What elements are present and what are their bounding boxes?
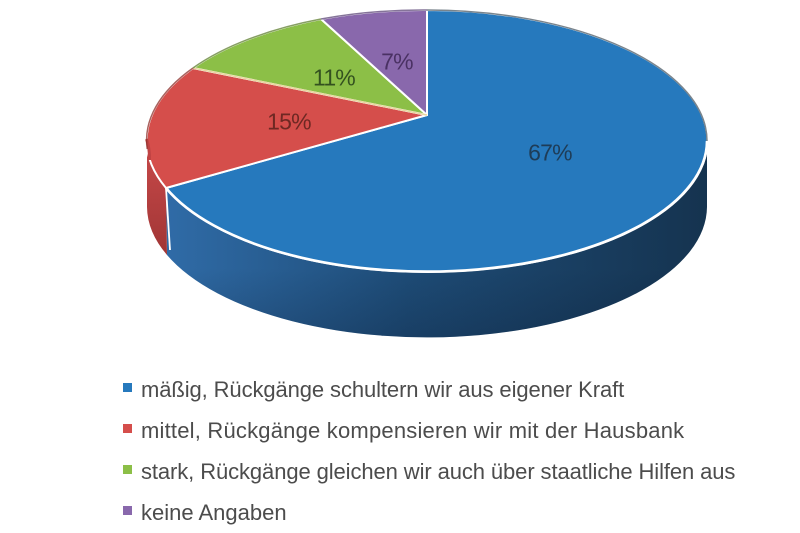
svg-text:15%: 15% [267, 109, 311, 135]
svg-text:7%: 7% [381, 49, 413, 75]
svg-text:11%: 11% [313, 65, 355, 91]
svg-text:67%: 67% [528, 140, 572, 166]
